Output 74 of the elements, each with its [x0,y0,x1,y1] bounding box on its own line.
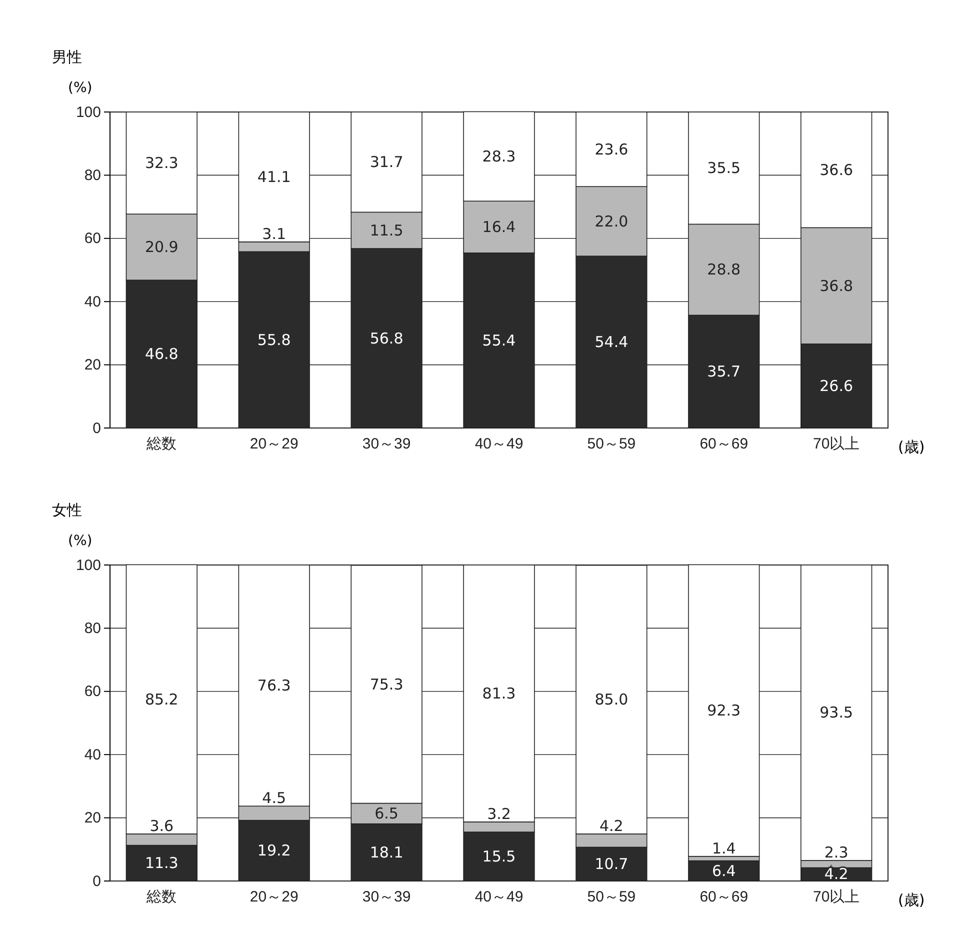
data-label: 3.2 [487,804,511,823]
x-tick-label: 20～29 [250,888,298,906]
data-label: 4.5 [262,789,286,808]
x-tick-label: 70以上 [812,888,860,906]
data-label: 41.1 [257,168,291,186]
data-label: 26.6 [820,376,854,395]
data-label: 31.7 [370,153,404,172]
x-tick-label: 30～39 [362,888,411,906]
chart-title: 女性 [52,501,82,519]
data-label: 76.3 [257,676,291,695]
data-label: 85.2 [144,690,178,708]
data-label: 35.5 [707,159,741,178]
data-label: 19.2 [257,842,291,860]
x-axis-title: (歳) [898,438,925,456]
y-tick-label: 0 [92,872,101,890]
y-tick-label: 20 [84,810,101,827]
y-tick-label: 100 [76,104,101,121]
x-tick-label: 40～49 [474,888,524,906]
data-label: 6.4 [712,862,736,880]
y-tick-label: 40 [84,293,101,310]
data-label: 2.3 [824,843,848,862]
data-label: 1.4 [712,839,736,858]
data-label: 32.3 [144,154,178,172]
x-axis-title: (歳) [898,891,925,909]
y-tick-label: 40 [84,746,101,764]
y-tick-label: 20 [84,356,101,374]
data-label: 35.7 [707,362,741,381]
y-tick-label: 0 [92,420,101,437]
x-tick-label: 60～69 [700,436,748,453]
data-label: 55.4 [482,331,516,350]
data-label: 18.1 [370,843,404,862]
data-label: 6.5 [374,804,398,823]
data-label: 4.2 [824,865,848,883]
y-tick-label: 80 [84,620,101,637]
data-label: 15.5 [482,848,516,866]
x-tick-label: 50～59 [587,888,636,906]
data-label: 11.5 [370,221,404,240]
data-label: 75.3 [370,675,404,694]
data-label: 22.0 [594,212,628,230]
y-tick-label: 60 [84,230,101,248]
x-tick-label: 30～39 [362,436,411,453]
y-axis-title: (%) [68,533,92,549]
y-axis-title: (%) [68,80,92,96]
x-tick-label: 総数 [146,436,177,453]
x-tick-label: 60～69 [700,888,748,906]
data-label: 3.1 [262,224,286,243]
data-label: 4.2 [600,816,624,835]
data-label: 92.3 [707,702,741,720]
x-tick-label: 総数 [146,888,177,906]
data-label: 36.8 [820,276,854,295]
y-tick-label: 60 [84,683,101,700]
data-label: 20.9 [144,238,178,256]
data-label: 23.6 [594,140,628,158]
data-label: 54.4 [594,333,628,352]
y-tick-label: 100 [76,556,101,574]
data-label: 55.8 [257,330,291,349]
data-label: 93.5 [820,704,854,722]
data-label: 11.3 [144,854,178,872]
data-label: 28.8 [707,260,741,279]
data-label: 56.8 [370,329,404,348]
x-tick-label: 50～59 [587,436,636,453]
x-tick-label: 40～49 [474,436,524,453]
x-tick-label: 70以上 [812,436,860,453]
chart-title: 男性 [52,48,82,66]
data-label: 10.7 [594,855,628,874]
data-label: 36.6 [820,160,854,179]
data-label: 46.8 [144,345,178,364]
data-label: 16.4 [482,218,516,236]
data-label: 81.3 [482,684,516,702]
y-tick-label: 80 [84,167,101,184]
data-label: 85.0 [594,690,628,709]
x-tick-label: 20～29 [250,436,298,453]
data-label: 3.6 [150,816,174,835]
data-label: 28.3 [482,147,516,166]
